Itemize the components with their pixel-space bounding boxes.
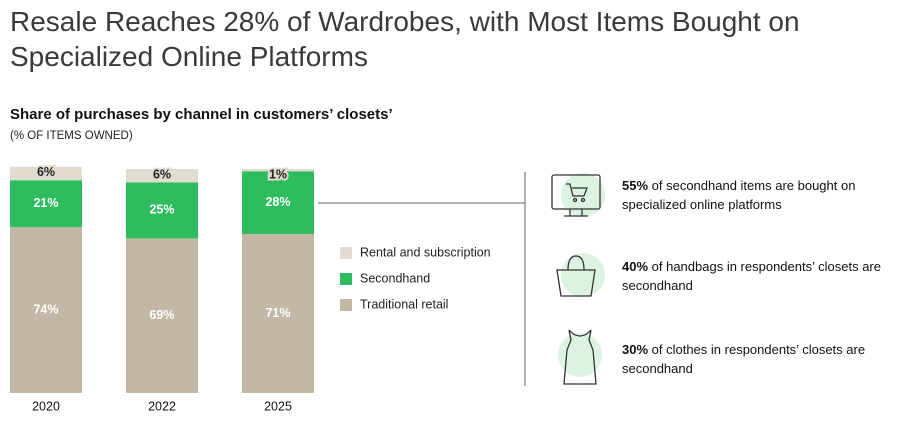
callout-highlight: 40% bbox=[622, 259, 649, 274]
callout-text: of secondhand items are bought on specia… bbox=[622, 178, 856, 212]
legend-label: Secondhand bbox=[360, 271, 430, 285]
icon-dress bbox=[558, 329, 602, 385]
bar-segment bbox=[242, 171, 314, 234]
callout-highlight: 30% bbox=[622, 342, 649, 357]
legend-swatch bbox=[340, 247, 352, 259]
callout-text: of clothes in respondents’ closets are s… bbox=[622, 342, 866, 376]
x-tick-label: 2022 bbox=[148, 399, 176, 413]
bar-segment bbox=[10, 227, 82, 393]
bar-segment bbox=[10, 166, 82, 181]
icon-computer bbox=[551, 173, 605, 217]
page-title: Resale Reaches 28% of Wardrobes, with Mo… bbox=[10, 6, 800, 72]
bar-segment bbox=[10, 180, 82, 228]
value-label: 71% bbox=[265, 306, 290, 320]
callout: 30% of clothes in respondents’ closets a… bbox=[622, 340, 892, 378]
value-label: 6% bbox=[153, 167, 171, 181]
bar-segment bbox=[242, 169, 314, 172]
callout-highlight: 55% bbox=[622, 178, 649, 193]
legend-swatch bbox=[340, 299, 352, 311]
bar-segment bbox=[126, 238, 198, 393]
legend-swatch bbox=[340, 273, 352, 285]
bar-segment bbox=[126, 182, 198, 239]
value-label: 1% bbox=[269, 167, 287, 181]
x-tick-label: 2020 bbox=[32, 399, 60, 413]
legend-label: Rental and subscription bbox=[360, 245, 491, 259]
value-label: 21% bbox=[33, 196, 58, 210]
chart-subtitle: Share of purchases by channel in custome… bbox=[10, 106, 393, 123]
bar-segment bbox=[126, 169, 198, 183]
value-label: 6% bbox=[37, 165, 55, 179]
value-label: 28% bbox=[265, 195, 290, 209]
callout: 55% of secondhand items are bought on sp… bbox=[622, 176, 892, 214]
callout: 40% of handbags in respondents’ closets … bbox=[622, 257, 892, 295]
legend-label: Traditional retail bbox=[360, 297, 448, 311]
value-label: 74% bbox=[33, 302, 58, 316]
value-label: 25% bbox=[149, 203, 174, 217]
x-tick-label: 2025 bbox=[264, 399, 292, 413]
icon-handbag bbox=[556, 253, 605, 297]
callout-text: of handbags in respondents’ closets are … bbox=[622, 259, 881, 293]
chart-note: (% OF ITEMS OWNED) bbox=[10, 130, 133, 142]
bar-segment bbox=[242, 233, 314, 393]
value-label: 69% bbox=[149, 308, 174, 322]
